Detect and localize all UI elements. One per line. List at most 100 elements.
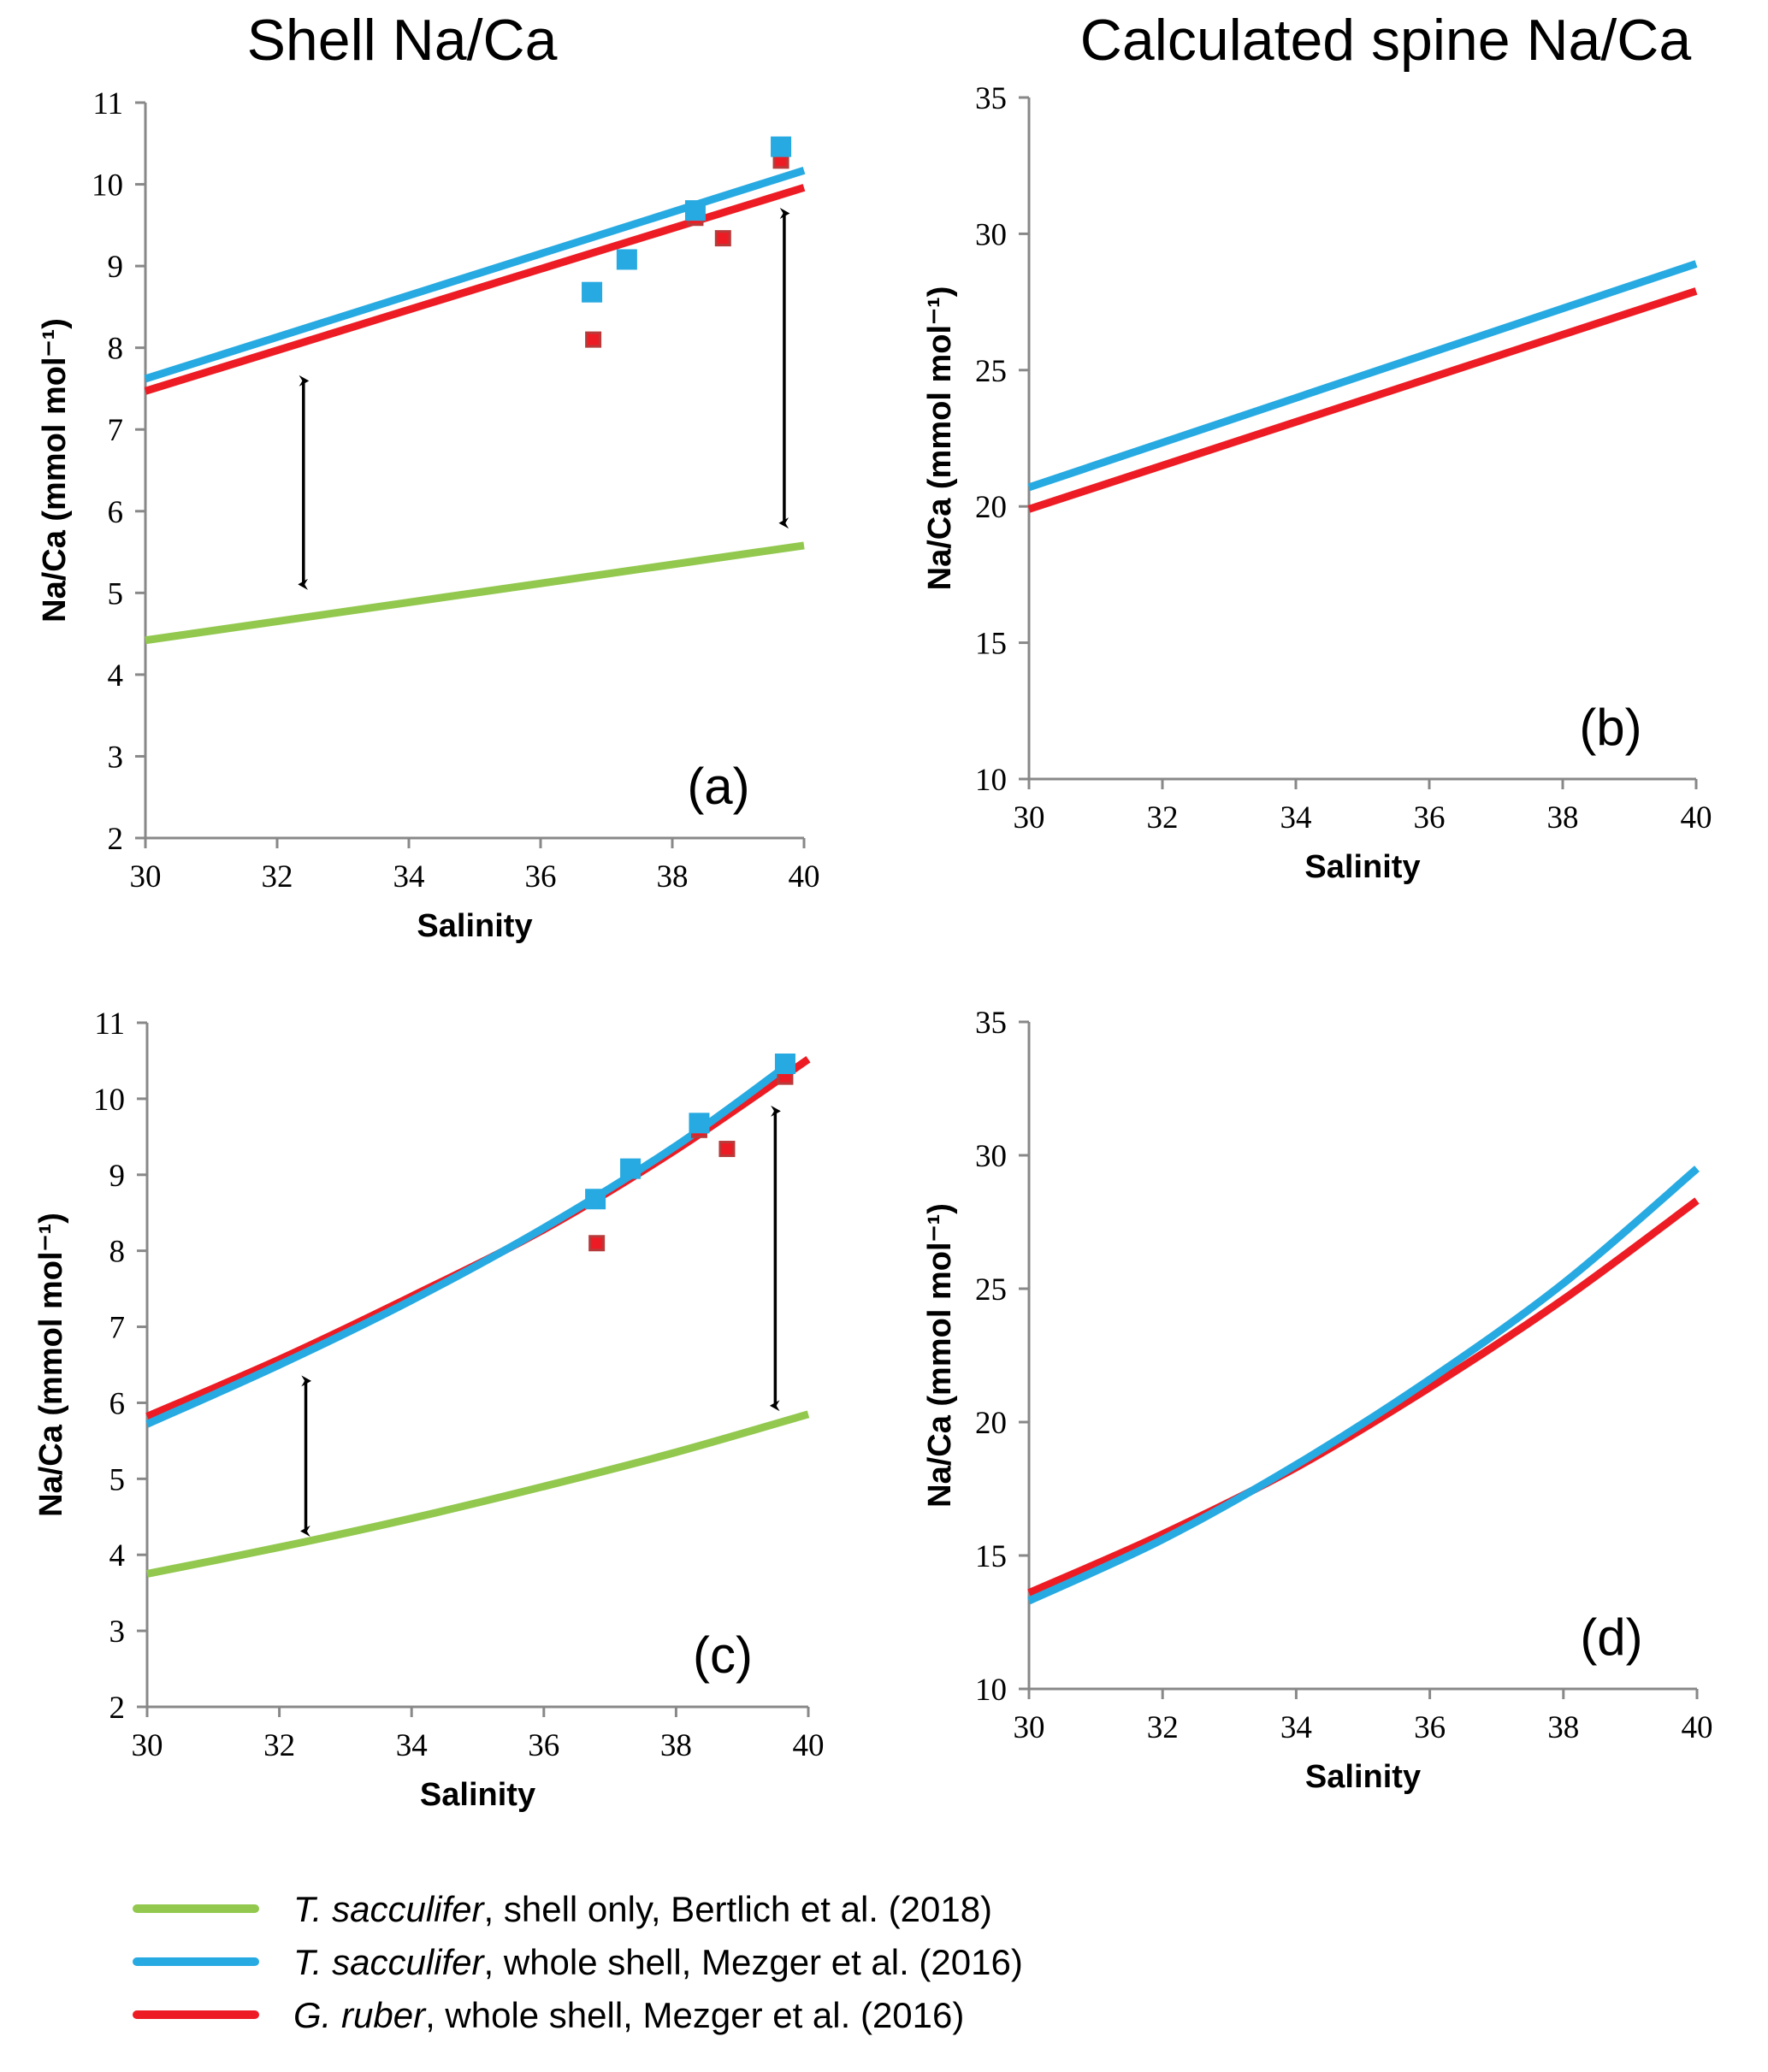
y-tick-label: 5 <box>109 1462 126 1497</box>
data-point-blue <box>774 1054 795 1074</box>
x-tick-label: 32 <box>262 859 293 894</box>
x-tick-label: 34 <box>396 1728 428 1763</box>
y-tick-label: 11 <box>94 1006 125 1042</box>
data-point-blue <box>620 1158 642 1179</box>
y-tick-label: 3 <box>108 740 124 775</box>
x-tick-label: 40 <box>1682 1710 1713 1745</box>
y-tick-label: 11 <box>92 86 123 121</box>
x-tick-label: 36 <box>525 859 557 894</box>
panel-label: (c) <box>693 1626 753 1684</box>
y-tick-label: 35 <box>975 81 1007 116</box>
y-tick-label: 10 <box>975 1673 1007 1708</box>
y-tick-label: 4 <box>109 1538 126 1573</box>
series-line-blue <box>145 1061 791 1428</box>
y-tick-label: 8 <box>108 332 124 367</box>
x-tick-label: 30 <box>1014 800 1045 835</box>
data-point-blue <box>689 1113 710 1134</box>
panel-label: (b) <box>1579 699 1641 756</box>
x-tick-label: 34 <box>393 859 425 894</box>
x-axis-label: Salinity <box>417 908 532 944</box>
y-tick-label: 10 <box>93 1083 125 1118</box>
panel-d: 10 15 20 25 30 35 30 32 34 36 38 40 Salinity Na/Ca (m… <box>922 1006 1713 1795</box>
x-tick-label: 32 <box>1147 1710 1179 1745</box>
y-axis-label: Na/Ca (mmol mol⁻¹) <box>922 286 958 591</box>
data-point-blue <box>585 1189 606 1210</box>
legend-description: , shell only, Bertlich et al. (2018) <box>484 1889 993 1929</box>
series-line-red <box>145 1055 811 1420</box>
y-tick-label: 30 <box>975 217 1007 252</box>
x-axis-label: Salinity <box>1304 849 1420 885</box>
x-tick-label: 32 <box>1147 800 1179 835</box>
x-tick-label: 30 <box>130 859 162 894</box>
y-tick-label: 30 <box>975 1139 1007 1174</box>
x-tick-label: 36 <box>1414 1710 1446 1745</box>
legend-species: T. sacculifer <box>293 1889 486 1929</box>
legend-label: G. ruber, whole shell, Mezger et al. (20… <box>293 1995 964 2035</box>
data-point-blue <box>582 281 603 303</box>
panel-label: (d) <box>1580 1609 1642 1666</box>
y-tick-label: 6 <box>108 495 124 530</box>
legend-description: , whole shell, Mezger et al. (2016) <box>425 1995 964 2035</box>
y-tick-label: 25 <box>975 1272 1007 1308</box>
y-tick-label: 2 <box>109 1691 126 1726</box>
y-tick-label: 7 <box>108 413 124 448</box>
x-tick-label: 30 <box>132 1728 163 1763</box>
data-point-red <box>585 331 602 348</box>
x-tick-label: 38 <box>1547 800 1579 835</box>
x-tick-label: 40 <box>789 859 820 894</box>
series-line-blue <box>1027 1166 1700 1605</box>
data-point-red <box>714 230 731 247</box>
x-tick-label: 34 <box>1280 1710 1312 1745</box>
y-axis-label: Na/Ca (mmol mol⁻¹) <box>922 1203 958 1508</box>
y-tick-label: 2 <box>108 822 124 857</box>
y-tick-label: 25 <box>975 354 1007 389</box>
y-tick-label: 6 <box>109 1386 126 1421</box>
y-tick-label: 10 <box>92 168 123 204</box>
y-tick-label: 15 <box>975 1539 1007 1574</box>
y-tick-label: 20 <box>975 1406 1007 1441</box>
legend-species: G. ruber <box>293 1995 427 2035</box>
x-tick-label: 38 <box>657 859 689 894</box>
y-tick-label: 8 <box>109 1235 126 1270</box>
data-point-blue <box>616 249 637 270</box>
x-tick-label: 34 <box>1280 800 1312 835</box>
title-left: Shell Na/Ca <box>247 8 558 73</box>
x-tick-label: 40 <box>1681 800 1712 835</box>
x-tick-label: 32 <box>263 1728 295 1763</box>
y-tick-label: 20 <box>975 490 1007 525</box>
y-tick-label: 10 <box>975 763 1007 798</box>
data-point-blue <box>771 136 792 157</box>
series-line-green <box>146 1410 810 1578</box>
y-tick-label: 15 <box>975 627 1007 662</box>
y-tick-label: 35 <box>975 1006 1007 1041</box>
x-tick-label: 30 <box>1014 1710 1045 1745</box>
x-tick-label: 38 <box>660 1728 692 1763</box>
data-point-red <box>718 1141 736 1158</box>
y-tick-label: 3 <box>109 1615 126 1650</box>
series-line-green <box>145 541 805 645</box>
y-tick-label: 9 <box>108 250 124 285</box>
x-axis-label: Salinity <box>1305 1759 1421 1795</box>
panel-label: (a) <box>687 758 749 815</box>
legend-label: T. sacculifer, whole shell, Mezger et al… <box>293 1942 1023 1982</box>
y-axis-label: Na/Ca (mmol mol⁻¹) <box>33 1213 69 1517</box>
y-axis-label: Na/Ca (mmol mol⁻¹) <box>37 318 73 623</box>
x-axis-label: Salinity <box>420 1777 535 1813</box>
title-right: Calculated spine Na/Ca <box>1080 8 1692 73</box>
data-point-red <box>588 1235 606 1252</box>
y-tick-label: 4 <box>108 658 124 694</box>
x-tick-label: 38 <box>1547 1710 1579 1745</box>
legend: T. sacculifer, shell only, Bertlich et a… <box>133 1889 1023 2035</box>
y-tick-label: 9 <box>109 1159 126 1194</box>
legend-label: T. sacculifer, shell only, Bertlich et a… <box>293 1889 992 1929</box>
panel-b: 10 15 20 25 30 35 30 32 34 36 38 40 Salinity Na/Ca (m… <box>922 81 1712 885</box>
y-tick-label: 7 <box>109 1311 126 1346</box>
x-tick-label: 36 <box>1414 800 1446 835</box>
y-tick-label: 5 <box>108 576 124 611</box>
legend-description: , whole shell, Mezger et al. (2016) <box>484 1942 1023 1982</box>
data-point-blue <box>684 200 706 221</box>
series-line-red <box>1027 287 1698 513</box>
